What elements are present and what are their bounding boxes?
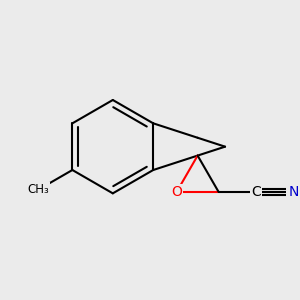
Text: O: O: [171, 185, 182, 199]
Text: C: C: [251, 185, 261, 199]
Text: N: N: [288, 185, 298, 199]
Text: CH₃: CH₃: [27, 183, 49, 196]
